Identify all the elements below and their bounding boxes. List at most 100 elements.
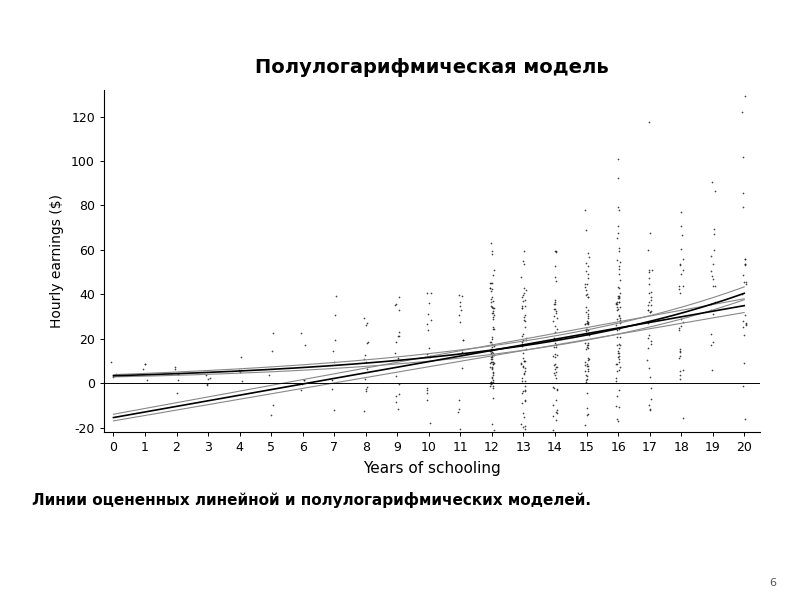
Text: 6: 6 (769, 578, 776, 588)
Point (263, 370, 276, 379)
Point (485, 377, 498, 387)
Point (138, 359, 151, 369)
Point (673, 281, 686, 290)
Point (549, 246, 562, 256)
Point (550, 350, 563, 360)
Point (422, 310, 434, 319)
Point (610, 359, 622, 368)
Point (739, 277, 752, 287)
Point (486, 348, 499, 358)
Point (169, 362, 182, 372)
Point (106, 372, 119, 382)
Point (361, 364, 374, 374)
Title: Полулогарифмическая модель: Полулогарифмическая модель (255, 58, 609, 77)
Point (705, 299, 718, 308)
Point (580, 324, 593, 334)
Point (550, 415, 563, 424)
Point (517, 335, 530, 344)
Point (266, 346, 278, 356)
Point (484, 347, 497, 356)
Point (547, 411, 560, 421)
Point (579, 344, 592, 354)
Point (547, 304, 560, 313)
Point (390, 337, 402, 347)
Point (326, 385, 339, 394)
Point (138, 359, 151, 369)
Point (359, 374, 372, 383)
Point (141, 376, 154, 385)
Point (613, 292, 626, 301)
Point (516, 303, 529, 313)
Point (235, 377, 248, 386)
Point (644, 373, 657, 382)
Point (360, 318, 373, 328)
Point (582, 340, 594, 350)
Point (547, 299, 560, 309)
Point (582, 313, 594, 323)
Point (578, 366, 591, 376)
Point (452, 395, 465, 405)
Point (515, 304, 528, 313)
Point (516, 340, 529, 349)
Point (547, 342, 560, 352)
Point (643, 363, 656, 373)
Point (610, 401, 622, 411)
Point (389, 348, 402, 358)
Point (646, 265, 658, 275)
Point (424, 353, 437, 362)
Point (421, 385, 434, 394)
Point (578, 360, 591, 370)
Point (582, 311, 594, 321)
Point (454, 301, 466, 311)
Point (612, 352, 625, 361)
Point (328, 335, 341, 345)
Point (579, 308, 592, 317)
Point (578, 279, 591, 289)
Point (518, 356, 530, 366)
Point (612, 346, 625, 356)
Point (327, 357, 340, 367)
Point (578, 319, 591, 329)
Point (423, 418, 436, 427)
Point (581, 361, 594, 371)
Point (234, 353, 247, 362)
Point (578, 357, 591, 367)
Point (485, 278, 498, 288)
Point (517, 408, 530, 418)
Point (581, 403, 594, 413)
Point (548, 360, 561, 370)
Point (613, 339, 626, 349)
Point (613, 261, 626, 271)
Point (612, 348, 625, 358)
Point (644, 287, 657, 297)
Point (738, 331, 750, 340)
Point (610, 332, 623, 342)
Point (736, 107, 749, 117)
Point (486, 308, 499, 318)
Point (612, 416, 625, 425)
Point (294, 386, 307, 395)
Point (105, 357, 118, 367)
Point (485, 295, 498, 304)
Point (550, 325, 563, 334)
Point (613, 355, 626, 364)
Point (613, 365, 626, 375)
Point (610, 325, 623, 334)
Point (486, 383, 499, 393)
Point (610, 299, 623, 309)
Point (518, 368, 530, 378)
Point (642, 301, 654, 310)
Point (549, 272, 562, 282)
Point (547, 368, 560, 378)
Point (171, 375, 184, 385)
Point (422, 298, 435, 308)
Point (358, 406, 370, 416)
Point (674, 288, 687, 298)
Point (677, 281, 690, 290)
Point (548, 333, 561, 343)
Point (641, 305, 654, 315)
Point (642, 273, 655, 283)
Point (644, 307, 657, 317)
X-axis label: Years of schooling: Years of schooling (363, 461, 501, 476)
Point (515, 419, 528, 428)
